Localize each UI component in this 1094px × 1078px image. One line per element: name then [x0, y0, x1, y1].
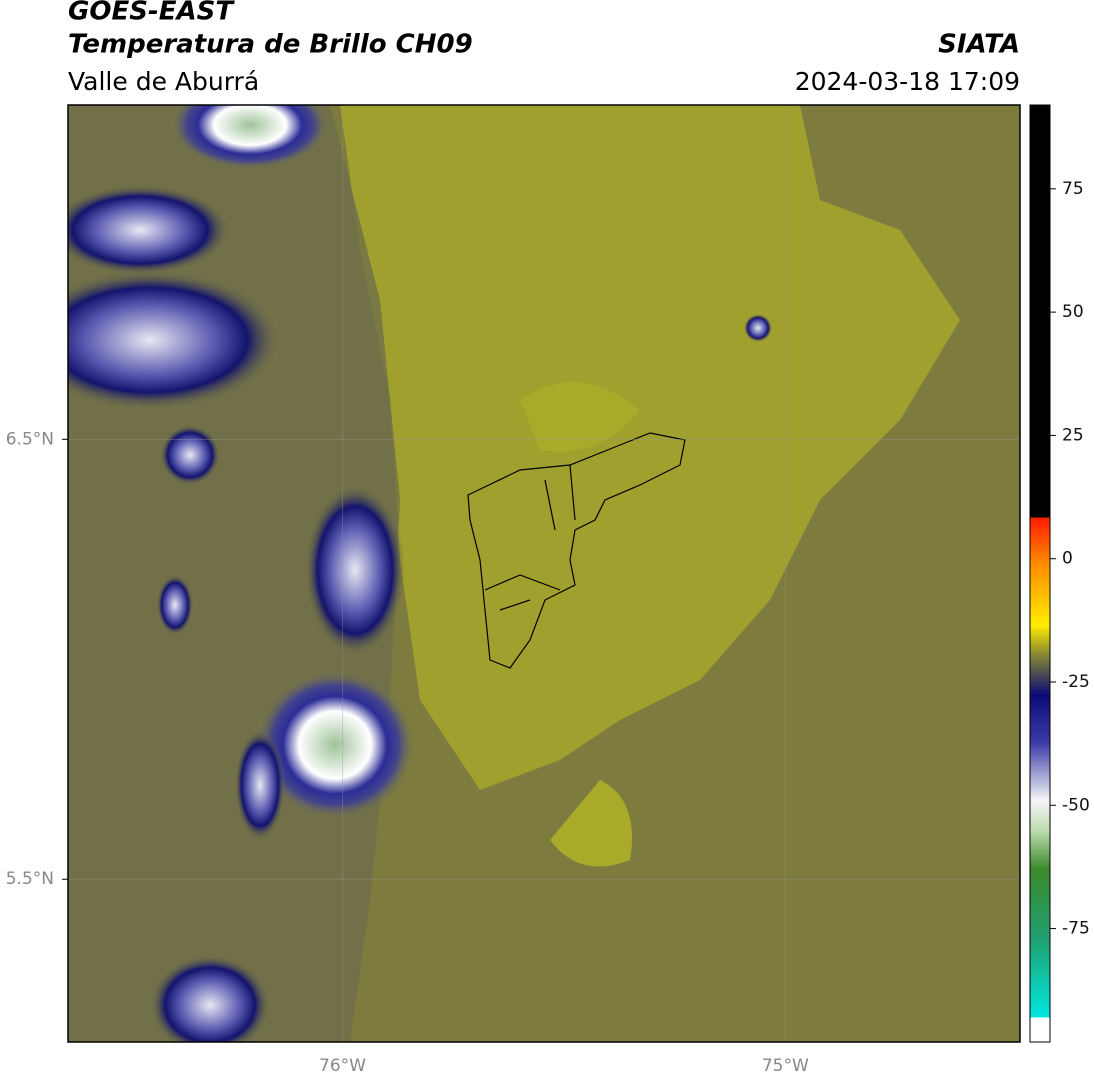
colorbar-tick-label: -50	[1062, 795, 1090, 815]
warm-region	[340, 105, 960, 790]
map-frame	[67, 104, 1021, 1043]
cloud	[255, 670, 415, 820]
y-tick-label: 5.5°N	[6, 869, 54, 889]
colorbar-tick-label: 25	[1062, 425, 1084, 445]
cloud	[305, 485, 405, 655]
cloud	[68, 270, 280, 410]
cloud	[170, 105, 330, 170]
cloud	[160, 425, 220, 485]
y-tick-label: 6.5°N	[6, 429, 54, 449]
colorbar-tick-label: -25	[1062, 672, 1090, 692]
warm-patch	[520, 382, 640, 867]
cloud	[68, 185, 230, 275]
title: GOES-EAST	[68, 0, 235, 27]
colorbar-tick-label: 0	[1062, 549, 1073, 569]
cloud	[150, 955, 270, 1042]
region: Valle de Aburrá	[68, 67, 259, 96]
valley-boundary	[467, 432, 686, 669]
x-tick-label: 75°W	[762, 1056, 809, 1076]
x-tick-label: 76°W	[319, 1056, 366, 1076]
colorbar-tick-label: -75	[1062, 919, 1090, 939]
cloud	[235, 730, 285, 840]
colorbar-tick-label: 75	[1062, 179, 1084, 199]
cloud	[157, 575, 193, 635]
colorbar-tick-label: 50	[1062, 302, 1084, 322]
map	[68, 105, 1020, 1042]
subtitle: Temperatura de Brillo CH09	[68, 30, 473, 60]
grid	[68, 105, 1020, 1042]
source: SIATA	[938, 30, 1020, 60]
cloud	[744, 314, 772, 342]
datetime: 2024-03-18 17:09	[795, 67, 1020, 96]
colorbar	[1029, 104, 1051, 1043]
